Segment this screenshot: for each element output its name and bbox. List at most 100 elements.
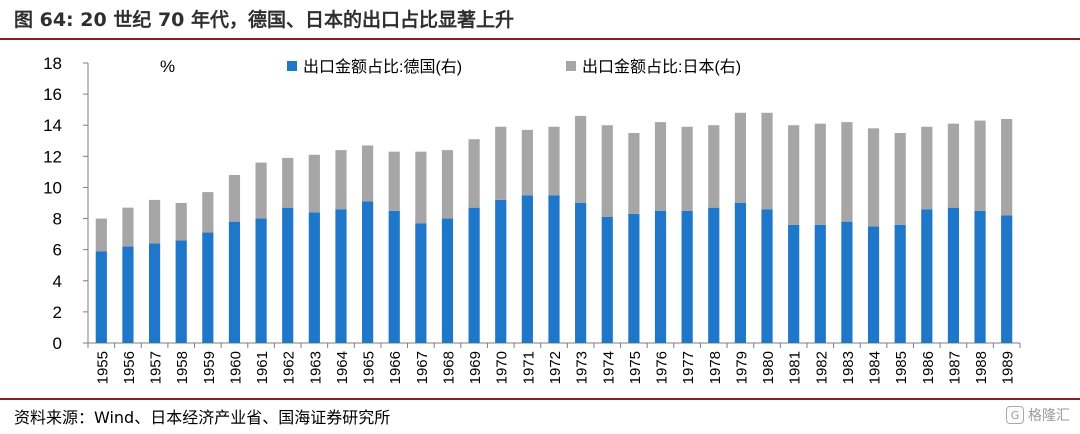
x-tick-label: 1987 — [946, 351, 963, 384]
bar-japan — [95, 218, 107, 252]
bar-germany — [841, 221, 853, 343]
x-tick-label: 1972 — [547, 351, 564, 384]
x-tick-label: 1985 — [893, 351, 910, 384]
bar-japan — [362, 145, 374, 202]
bar-germany — [867, 226, 880, 343]
x-tick-label: 1962 — [281, 351, 298, 384]
bar-japan — [734, 112, 746, 203]
bar-japan — [308, 154, 320, 213]
x-tick-label: 1960 — [227, 351, 244, 384]
bar-japan — [388, 151, 400, 211]
bar-japan — [202, 192, 214, 233]
bar-germany — [601, 217, 613, 343]
bar-japan — [1001, 119, 1013, 216]
x-tick-label: 1965 — [361, 351, 378, 384]
y-tick-label: 8 — [53, 210, 62, 229]
y-tick-label: 10 — [43, 178, 62, 197]
x-tick-label: 1979 — [733, 351, 750, 384]
y-tick-label: 6 — [53, 241, 62, 260]
x-tick-label: 1963 — [307, 351, 324, 384]
x-tick-label: 1983 — [840, 351, 857, 384]
x-tick-label: 1976 — [654, 351, 671, 384]
x-tick-label: 1958 — [174, 351, 191, 384]
bar-japan — [708, 125, 720, 208]
bar-germany — [415, 223, 427, 343]
x-tick-label: 1969 — [467, 351, 484, 384]
bar-japan — [255, 162, 267, 219]
x-tick-label: 1957 — [148, 351, 165, 384]
bar-germany — [947, 207, 960, 343]
bar-germany — [681, 210, 693, 343]
x-tick-label: 1966 — [387, 351, 404, 384]
bar-japan — [788, 125, 800, 225]
watermark-logo-icon: G — [1006, 406, 1024, 424]
bar-japan — [228, 175, 241, 222]
bar-germany — [495, 199, 507, 343]
bar-germany — [228, 221, 241, 343]
bar-japan — [974, 120, 986, 211]
figure-title: 图 64: 20 世纪 70 年代，德国、日本的出口占比显著上升 — [14, 9, 514, 31]
x-tick-label: 1980 — [760, 351, 777, 384]
bar-japan — [575, 115, 587, 203]
bar-germany — [921, 209, 933, 343]
bar-germany — [122, 246, 134, 343]
bar-japan — [441, 150, 454, 219]
bar-germany — [654, 210, 667, 343]
bar-germany — [441, 218, 454, 343]
x-tick-label: 1973 — [574, 351, 591, 384]
watermark: G 格隆汇 — [1006, 405, 1070, 425]
bar-japan — [921, 126, 933, 210]
bar-japan — [282, 157, 294, 208]
x-tick-label: 1964 — [334, 351, 351, 384]
x-tick-label: 1977 — [680, 351, 697, 384]
title-divider — [0, 38, 1080, 40]
watermark-text: 格隆汇 — [1028, 408, 1070, 424]
bar-japan — [601, 125, 613, 217]
legend-label-japan: 出口金额占比:日本(右) — [582, 58, 741, 76]
y-tick-label: 0 — [53, 334, 62, 353]
bar-germany — [175, 240, 187, 343]
y-unit-label: % — [160, 57, 175, 76]
x-tick-label: 1959 — [201, 351, 218, 384]
bar-japan — [867, 128, 880, 227]
x-tick-label: 1955 — [94, 351, 111, 384]
bar-germany — [335, 209, 347, 343]
bar-japan — [175, 203, 187, 241]
bar-germany — [734, 203, 746, 343]
source-note: 资料来源：Wind、日本经济产业省、国海证券研究所 — [14, 408, 391, 427]
bar-japan — [548, 126, 560, 196]
legend-swatch-japan — [566, 61, 576, 71]
bar-japan — [335, 150, 347, 210]
bar-germany — [814, 224, 826, 343]
legend-swatch-germany — [287, 61, 297, 71]
x-tick-label: 1989 — [1000, 351, 1017, 384]
bar-japan — [415, 151, 427, 224]
bar-germany — [388, 210, 400, 343]
bar-germany — [255, 218, 267, 343]
bar-germany — [362, 201, 374, 343]
x-tick-label: 1986 — [920, 351, 937, 384]
y-tick-label: 16 — [43, 85, 62, 104]
bar-germany — [308, 212, 320, 343]
bar-germany — [788, 224, 800, 343]
bar-germany — [548, 195, 560, 343]
bar-japan — [841, 122, 853, 222]
stacked-bar-chart: 0 2 4 6 8 10 12 14 16 18 % 1955 1956 1957 1958 1959 1960… — [43, 54, 1021, 384]
bar-japan — [814, 123, 826, 225]
bar-japan — [122, 207, 134, 247]
x-tick-label: 1956 — [121, 351, 138, 384]
bar-germany — [521, 195, 533, 343]
x-tick-label: 1978 — [707, 351, 724, 384]
bar-germany — [468, 207, 480, 343]
bar-japan — [681, 126, 693, 211]
x-tick-label: 1988 — [973, 351, 990, 384]
bar-germany — [628, 213, 640, 343]
x-tick-label: 1971 — [520, 351, 537, 384]
x-tick-label: 1981 — [787, 351, 804, 384]
bar-germany — [708, 207, 720, 343]
bar-germany — [575, 203, 587, 343]
bar-germany — [1001, 215, 1013, 343]
bar-japan — [654, 122, 667, 211]
y-tick-label: 14 — [43, 116, 62, 135]
x-tick-label: 1968 — [440, 351, 457, 384]
